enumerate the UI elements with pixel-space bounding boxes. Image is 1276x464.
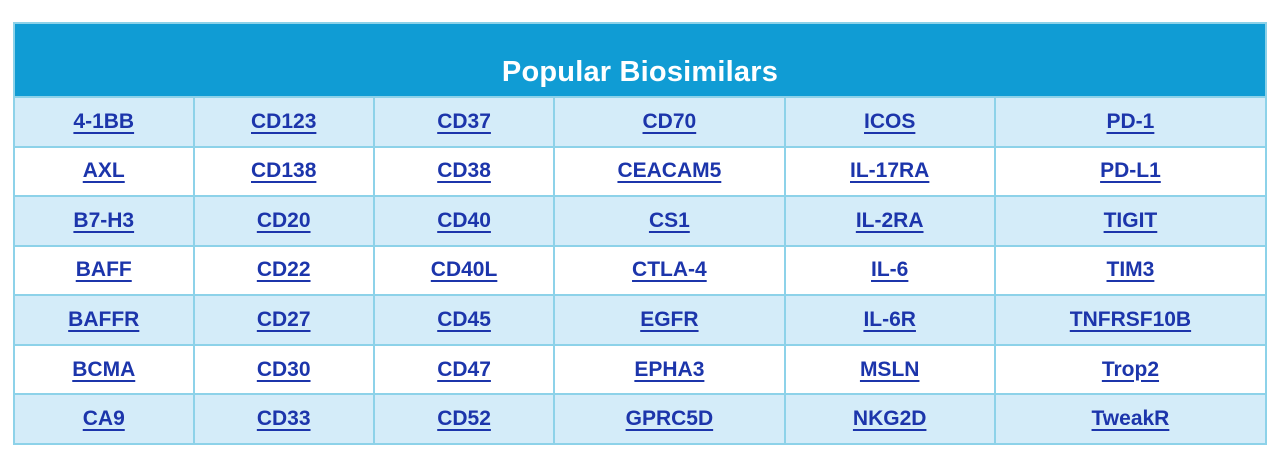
- biosimilar-link[interactable]: PD-1: [1106, 109, 1155, 133]
- table-cell: CD37: [374, 96, 556, 146]
- biosimilar-link[interactable]: CTLA-4: [632, 258, 707, 282]
- table-header: Popular Biosimilars: [15, 24, 1265, 96]
- biosimilars-table: Popular Biosimilars 4-1BB CD123 CD37 CD7…: [13, 22, 1267, 445]
- biosimilar-link[interactable]: NKG2D: [852, 407, 927, 431]
- biosimilar-link[interactable]: IL-17RA: [850, 159, 930, 183]
- table-cell: EGFR: [555, 294, 786, 344]
- table-cell: IL-6: [785, 244, 996, 295]
- biosimilar-link[interactable]: BAFFR: [68, 307, 140, 331]
- table-cell: 4-1BB: [15, 96, 195, 146]
- biosimilar-link[interactable]: Trop2: [1101, 357, 1160, 381]
- biosimilar-link[interactable]: CD123: [251, 109, 317, 133]
- table-row: BCMA CD30 CD47 EPHA3 MSLN Trop2: [15, 343, 1265, 394]
- biosimilar-link[interactable]: CD27: [256, 307, 311, 331]
- table-cell: CD123: [194, 96, 375, 146]
- biosimilar-link[interactable]: CD38: [437, 159, 491, 183]
- table-cell: CD27: [194, 294, 375, 344]
- table-cell: CD30: [194, 343, 375, 394]
- table-title: Popular Biosimilars: [501, 56, 779, 88]
- biosimilar-link[interactable]: IL-2RA: [855, 208, 924, 232]
- biosimilar-link[interactable]: CD37: [437, 109, 491, 133]
- table-cell: BAFF: [15, 244, 195, 295]
- table-cell: TIM3: [995, 244, 1265, 295]
- table-cell: TweakR: [995, 393, 1265, 443]
- biosimilar-link[interactable]: PD-L1: [1100, 159, 1161, 183]
- table-cell: IL-2RA: [785, 195, 996, 245]
- biosimilar-link[interactable]: EGFR: [640, 307, 699, 331]
- biosimilar-link[interactable]: IL-6: [871, 258, 909, 282]
- table-cell: CD47: [374, 343, 556, 394]
- table-cell: CD33: [194, 393, 375, 443]
- biosimilar-link[interactable]: CD33: [256, 407, 311, 431]
- table-cell: CD40L: [374, 244, 556, 295]
- biosimilar-link[interactable]: CD138: [251, 159, 317, 183]
- table-row: B7-H3 CD20 CD40 CS1 IL-2RA TIGIT: [15, 195, 1265, 245]
- table-cell: B7-H3: [15, 195, 195, 245]
- table-row: BAFFR CD27 CD45 EGFR IL-6R TNFRSF10B: [15, 294, 1265, 344]
- table-cell: CS1: [555, 195, 786, 245]
- biosimilar-link[interactable]: CD70: [642, 109, 697, 133]
- biosimilar-link[interactable]: 4-1BB: [73, 109, 135, 133]
- table-cell: CD70: [555, 96, 786, 146]
- table-cell: EPHA3: [555, 343, 786, 394]
- table-cell: CD40: [374, 195, 556, 245]
- table-cell: PD-L1: [995, 145, 1265, 196]
- biosimilar-link[interactable]: TNFRSF10B: [1069, 307, 1192, 331]
- biosimilar-link[interactable]: MSLN: [859, 357, 920, 381]
- table-cell: BCMA: [15, 343, 195, 394]
- table-cell: CTLA-4: [555, 244, 786, 295]
- table-cell: ICOS: [785, 96, 996, 146]
- table-row: CA9 CD33 CD52 GPRC5D NKG2D TweakR: [15, 393, 1265, 443]
- biosimilar-link[interactable]: BAFF: [75, 258, 132, 282]
- table-cell: TNFRSF10B: [995, 294, 1265, 344]
- table-cell: CD38: [374, 145, 556, 196]
- biosimilar-link[interactable]: BCMA: [72, 357, 136, 381]
- biosimilar-link[interactable]: CD47: [437, 357, 491, 381]
- table-row: BAFF CD22 CD40L CTLA-4 IL-6 TIM3: [15, 244, 1265, 295]
- biosimilar-link[interactable]: CEACAM5: [617, 159, 722, 183]
- table-cell: IL-6R: [785, 294, 996, 344]
- table-cell: CD22: [194, 244, 375, 295]
- biosimilar-link[interactable]: GPRC5D: [625, 407, 714, 431]
- biosimilar-link[interactable]: CD52: [437, 407, 491, 431]
- biosimilar-link[interactable]: TweakR: [1091, 407, 1170, 431]
- biosimilar-link[interactable]: EPHA3: [634, 357, 705, 381]
- table-cell: GPRC5D: [555, 393, 786, 443]
- table-row: 4-1BB CD123 CD37 CD70 ICOS PD-1: [15, 96, 1265, 146]
- table-cell: CEACAM5: [555, 145, 786, 196]
- biosimilar-link[interactable]: CS1: [648, 208, 690, 232]
- table-cell: CD138: [194, 145, 375, 196]
- biosimilar-link[interactable]: B7-H3: [73, 208, 135, 232]
- table-cell: TIGIT: [995, 195, 1265, 245]
- table-cell: BAFFR: [15, 294, 195, 344]
- biosimilar-link[interactable]: TIM3: [1106, 258, 1155, 282]
- biosimilar-link[interactable]: IL-6R: [863, 307, 916, 331]
- biosimilar-link[interactable]: CD40: [437, 208, 491, 232]
- table-cell: CA9: [15, 393, 195, 443]
- biosimilar-link[interactable]: ICOS: [864, 109, 916, 133]
- biosimilar-link[interactable]: TIGIT: [1103, 208, 1158, 232]
- biosimilar-link[interactable]: CD20: [256, 208, 311, 232]
- biosimilar-link[interactable]: CD40L: [430, 258, 498, 282]
- biosimilar-link[interactable]: CD30: [256, 357, 311, 381]
- biosimilar-link[interactable]: AXL: [82, 159, 125, 183]
- table-row: AXL CD138 CD38 CEACAM5 IL-17RA PD-L1: [15, 145, 1265, 196]
- table-cell: CD45: [374, 294, 556, 344]
- biosimilar-link[interactable]: CA9: [82, 407, 125, 431]
- table-cell: MSLN: [785, 343, 996, 394]
- biosimilar-link[interactable]: CD22: [256, 258, 311, 282]
- table-cell: CD20: [194, 195, 375, 245]
- table-cell: PD-1: [995, 96, 1265, 146]
- biosimilar-link[interactable]: CD45: [437, 307, 491, 331]
- table-cell: NKG2D: [785, 393, 996, 443]
- table-cell: IL-17RA: [785, 145, 996, 196]
- table-cell: AXL: [15, 145, 195, 196]
- table-cell: CD52: [374, 393, 556, 443]
- table-cell: Trop2: [995, 343, 1265, 394]
